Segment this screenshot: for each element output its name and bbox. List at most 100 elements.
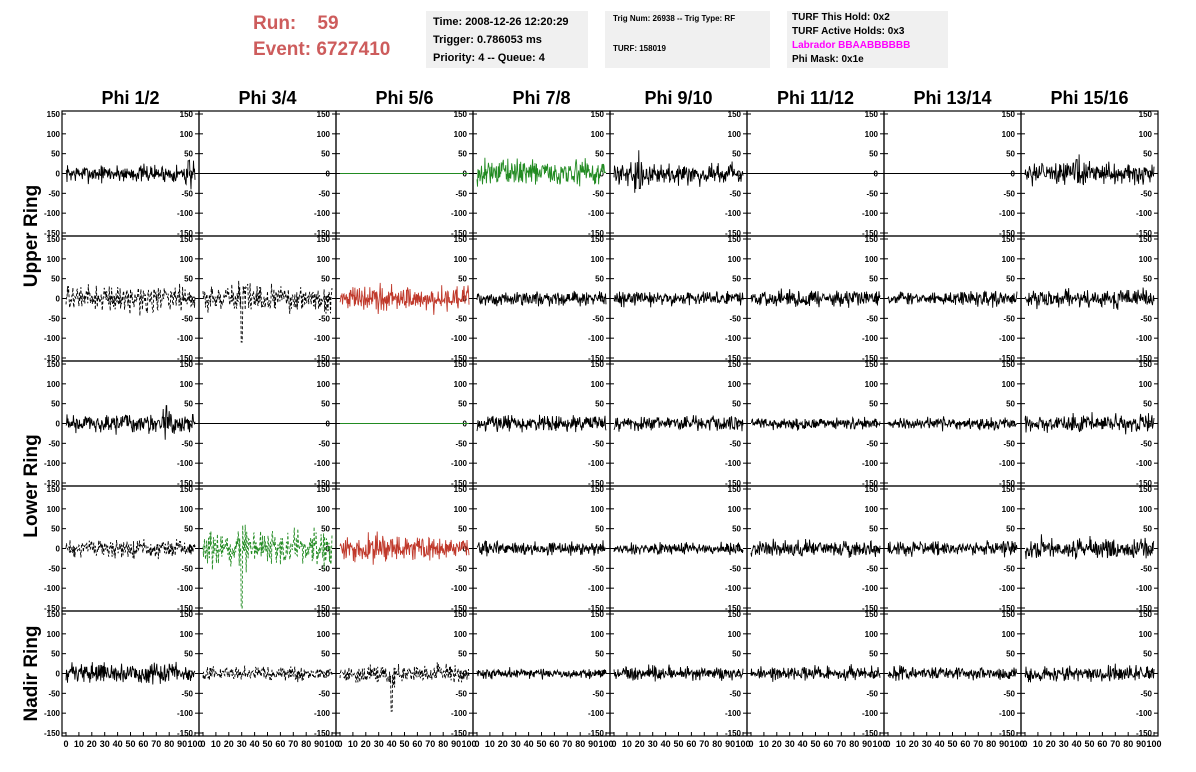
y-tick-label: -150 — [588, 229, 605, 238]
time-line: Time: 2008-12-26 12:20:29 — [433, 16, 569, 28]
x-tick-label: 40 — [387, 739, 397, 749]
y-tick-label: -50 — [318, 314, 330, 323]
y-tick-label: 100 — [47, 255, 61, 264]
y-tick-label: 100 — [1002, 255, 1016, 264]
y-tick-label: -100 — [999, 709, 1016, 718]
y-tick-label: -100 — [588, 584, 605, 593]
y-tick-label: 100 — [1139, 255, 1153, 264]
trig-line: Trig Num: 26938 -- Trig Type: RF — [613, 14, 736, 23]
y-tick-label: -100 — [1136, 209, 1153, 218]
y-tick-label: 150 — [1002, 110, 1016, 119]
y-tick-label: -100 — [177, 459, 194, 468]
y-tick-label: -150 — [1136, 479, 1153, 488]
y-tick-label: 100 — [728, 380, 742, 389]
priority-line: Priority: 4 -- Queue: 4 — [433, 52, 545, 64]
y-tick-label: 150 — [591, 485, 605, 494]
x-tick-label: 20 — [361, 739, 371, 749]
y-tick-label: 150 — [1002, 610, 1016, 619]
y-tick-label: 50 — [1143, 525, 1152, 534]
column-title: Phi 11/12 — [777, 88, 854, 108]
x-tick-label: 60 — [138, 739, 148, 749]
y-tick-label: -150 — [314, 479, 331, 488]
y-tick-label: 50 — [595, 275, 604, 284]
y-tick-label: -150 — [451, 604, 468, 613]
y-tick-label: -150 — [999, 729, 1016, 738]
y-tick-label: -50 — [455, 439, 467, 448]
y-tick-label: -50 — [1003, 564, 1015, 573]
y-tick-label: 100 — [180, 630, 194, 639]
y-tick-label: 50 — [458, 525, 467, 534]
y-tick-label: 50 — [1006, 400, 1015, 409]
x-tick-label: 50 — [125, 739, 135, 749]
waveform-trace — [613, 664, 744, 682]
y-tick-label: 50 — [869, 650, 878, 659]
y-tick-label: 100 — [865, 130, 879, 139]
x-tick-label: 20 — [87, 739, 97, 749]
column-title: Phi 3/4 — [238, 88, 296, 108]
y-tick-label: 100 — [47, 130, 61, 139]
y-tick-label: 100 — [454, 505, 468, 514]
waveform-trace — [613, 150, 744, 193]
y-tick-label: -100 — [44, 334, 61, 343]
y-tick-label: 100 — [47, 630, 61, 639]
y-tick-label: -50 — [48, 314, 60, 323]
y-tick-label: -100 — [725, 709, 742, 718]
y-tick-label: 100 — [454, 130, 468, 139]
y-tick-label: 150 — [1002, 485, 1016, 494]
y-tick-label: 150 — [865, 485, 879, 494]
x-tick-label: 100 — [187, 739, 202, 749]
y-tick-label: -100 — [177, 584, 194, 593]
waveform-trace — [202, 524, 333, 609]
waveform-trace — [202, 280, 333, 343]
y-tick-label: 50 — [458, 150, 467, 159]
y-tick-label: -150 — [725, 354, 742, 363]
x-tick-label: 20 — [1046, 739, 1056, 749]
y-tick-label: 0 — [326, 295, 331, 304]
x-tick-label: 80 — [712, 739, 722, 749]
x-tick-label: 70 — [288, 739, 298, 749]
y-tick-label: 0 — [1011, 420, 1016, 429]
y-tick-label: -150 — [177, 729, 194, 738]
waveform-trace — [1024, 154, 1155, 187]
y-tick-label: -100 — [314, 709, 331, 718]
waveform-trace — [613, 290, 744, 308]
y-tick-label: -50 — [1140, 314, 1152, 323]
phimask-line: Phi Mask: 0x1e — [792, 54, 864, 65]
y-tick-label: 100 — [1002, 130, 1016, 139]
y-tick-label: 50 — [732, 650, 741, 659]
y-tick-label: 50 — [321, 400, 330, 409]
waveform-trace — [750, 538, 881, 558]
y-tick-label: -50 — [48, 439, 60, 448]
event-row: Event: 6727410 — [253, 37, 390, 63]
y-tick-label: -50 — [318, 689, 330, 698]
y-tick-label: -150 — [725, 729, 742, 738]
y-tick-label: -150 — [314, 229, 331, 238]
waveform-trace — [476, 290, 607, 307]
waveform-trace — [887, 665, 1018, 681]
y-tick-label: -150 — [177, 604, 194, 613]
y-tick-label: -100 — [999, 209, 1016, 218]
x-tick-label: 0 — [200, 739, 205, 749]
x-tick-label: 80 — [849, 739, 859, 749]
y-tick-label: 0 — [1011, 545, 1016, 554]
x-tick-label: 80 — [986, 739, 996, 749]
y-tick-label: -100 — [588, 459, 605, 468]
y-tick-label: 0 — [1148, 545, 1153, 554]
y-tick-label: 50 — [595, 650, 604, 659]
y-tick-label: -100 — [314, 334, 331, 343]
y-tick-label: -100 — [451, 459, 468, 468]
y-tick-label: -150 — [999, 604, 1016, 613]
y-tick-label: -150 — [862, 354, 879, 363]
y-tick-label: 100 — [180, 130, 194, 139]
y-tick-label: 0 — [56, 295, 61, 304]
x-tick-label: 30 — [1059, 739, 1069, 749]
y-tick-label: 100 — [865, 380, 879, 389]
y-tick-label: 50 — [732, 525, 741, 534]
x-tick-label: 10 — [759, 739, 769, 749]
x-tick-label: 0 — [63, 739, 68, 749]
waveform-trace — [476, 667, 607, 680]
x-tick-label: 10 — [211, 739, 221, 749]
y-tick-label: 0 — [56, 545, 61, 554]
y-tick-label: -150 — [314, 354, 331, 363]
y-tick-label: 50 — [1143, 650, 1152, 659]
